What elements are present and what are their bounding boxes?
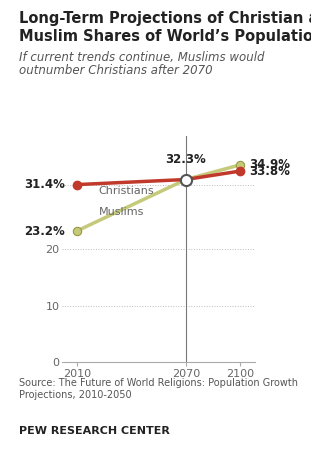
Text: Christians: Christians [99,186,154,196]
Text: 23.2%: 23.2% [24,225,65,237]
Text: Muslim Shares of World’s Population: Muslim Shares of World’s Population [19,29,311,44]
Text: Muslims: Muslims [99,207,144,217]
Text: If current trends continue, Muslims would: If current trends continue, Muslims woul… [19,51,264,64]
Text: 33.8%: 33.8% [249,164,290,178]
Text: 31.4%: 31.4% [24,178,65,191]
Text: 34.9%: 34.9% [249,158,290,171]
Text: outnumber Christians after 2070: outnumber Christians after 2070 [19,64,212,77]
Text: Projections, 2010-2050: Projections, 2010-2050 [19,390,131,400]
Text: 32.3%: 32.3% [165,153,206,166]
Text: Long-Term Projections of Christian and: Long-Term Projections of Christian and [19,11,311,26]
Text: Source: The Future of World Religions: Population Growth: Source: The Future of World Religions: P… [19,378,298,388]
Text: PEW RESEARCH CENTER: PEW RESEARCH CENTER [19,426,169,436]
